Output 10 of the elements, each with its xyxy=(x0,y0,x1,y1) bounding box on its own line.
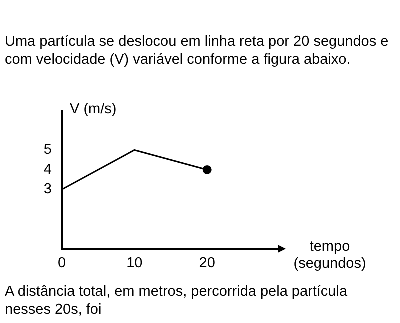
x-tick-label: 10 xyxy=(126,256,143,272)
text: A distância total, em metros, percorrida pela partícula nesses 20s, foi xyxy=(5,283,349,319)
y-tick-label: 4 xyxy=(44,162,52,178)
y-tick-label: 3 xyxy=(44,182,52,198)
x-tick-label: 20 xyxy=(199,256,216,272)
y-tick-label: 5 xyxy=(44,142,52,158)
x-axis-title: tempo (segundos) xyxy=(294,239,366,272)
y-axis-title: V (m/s) xyxy=(70,102,117,118)
chart-title: Uma partícula se deslocou em linha reta por 20 segundos e com velocidade (V) variável conforme a figura abaixo. xyxy=(5,33,390,69)
x-tick-label: 0 xyxy=(58,256,66,272)
